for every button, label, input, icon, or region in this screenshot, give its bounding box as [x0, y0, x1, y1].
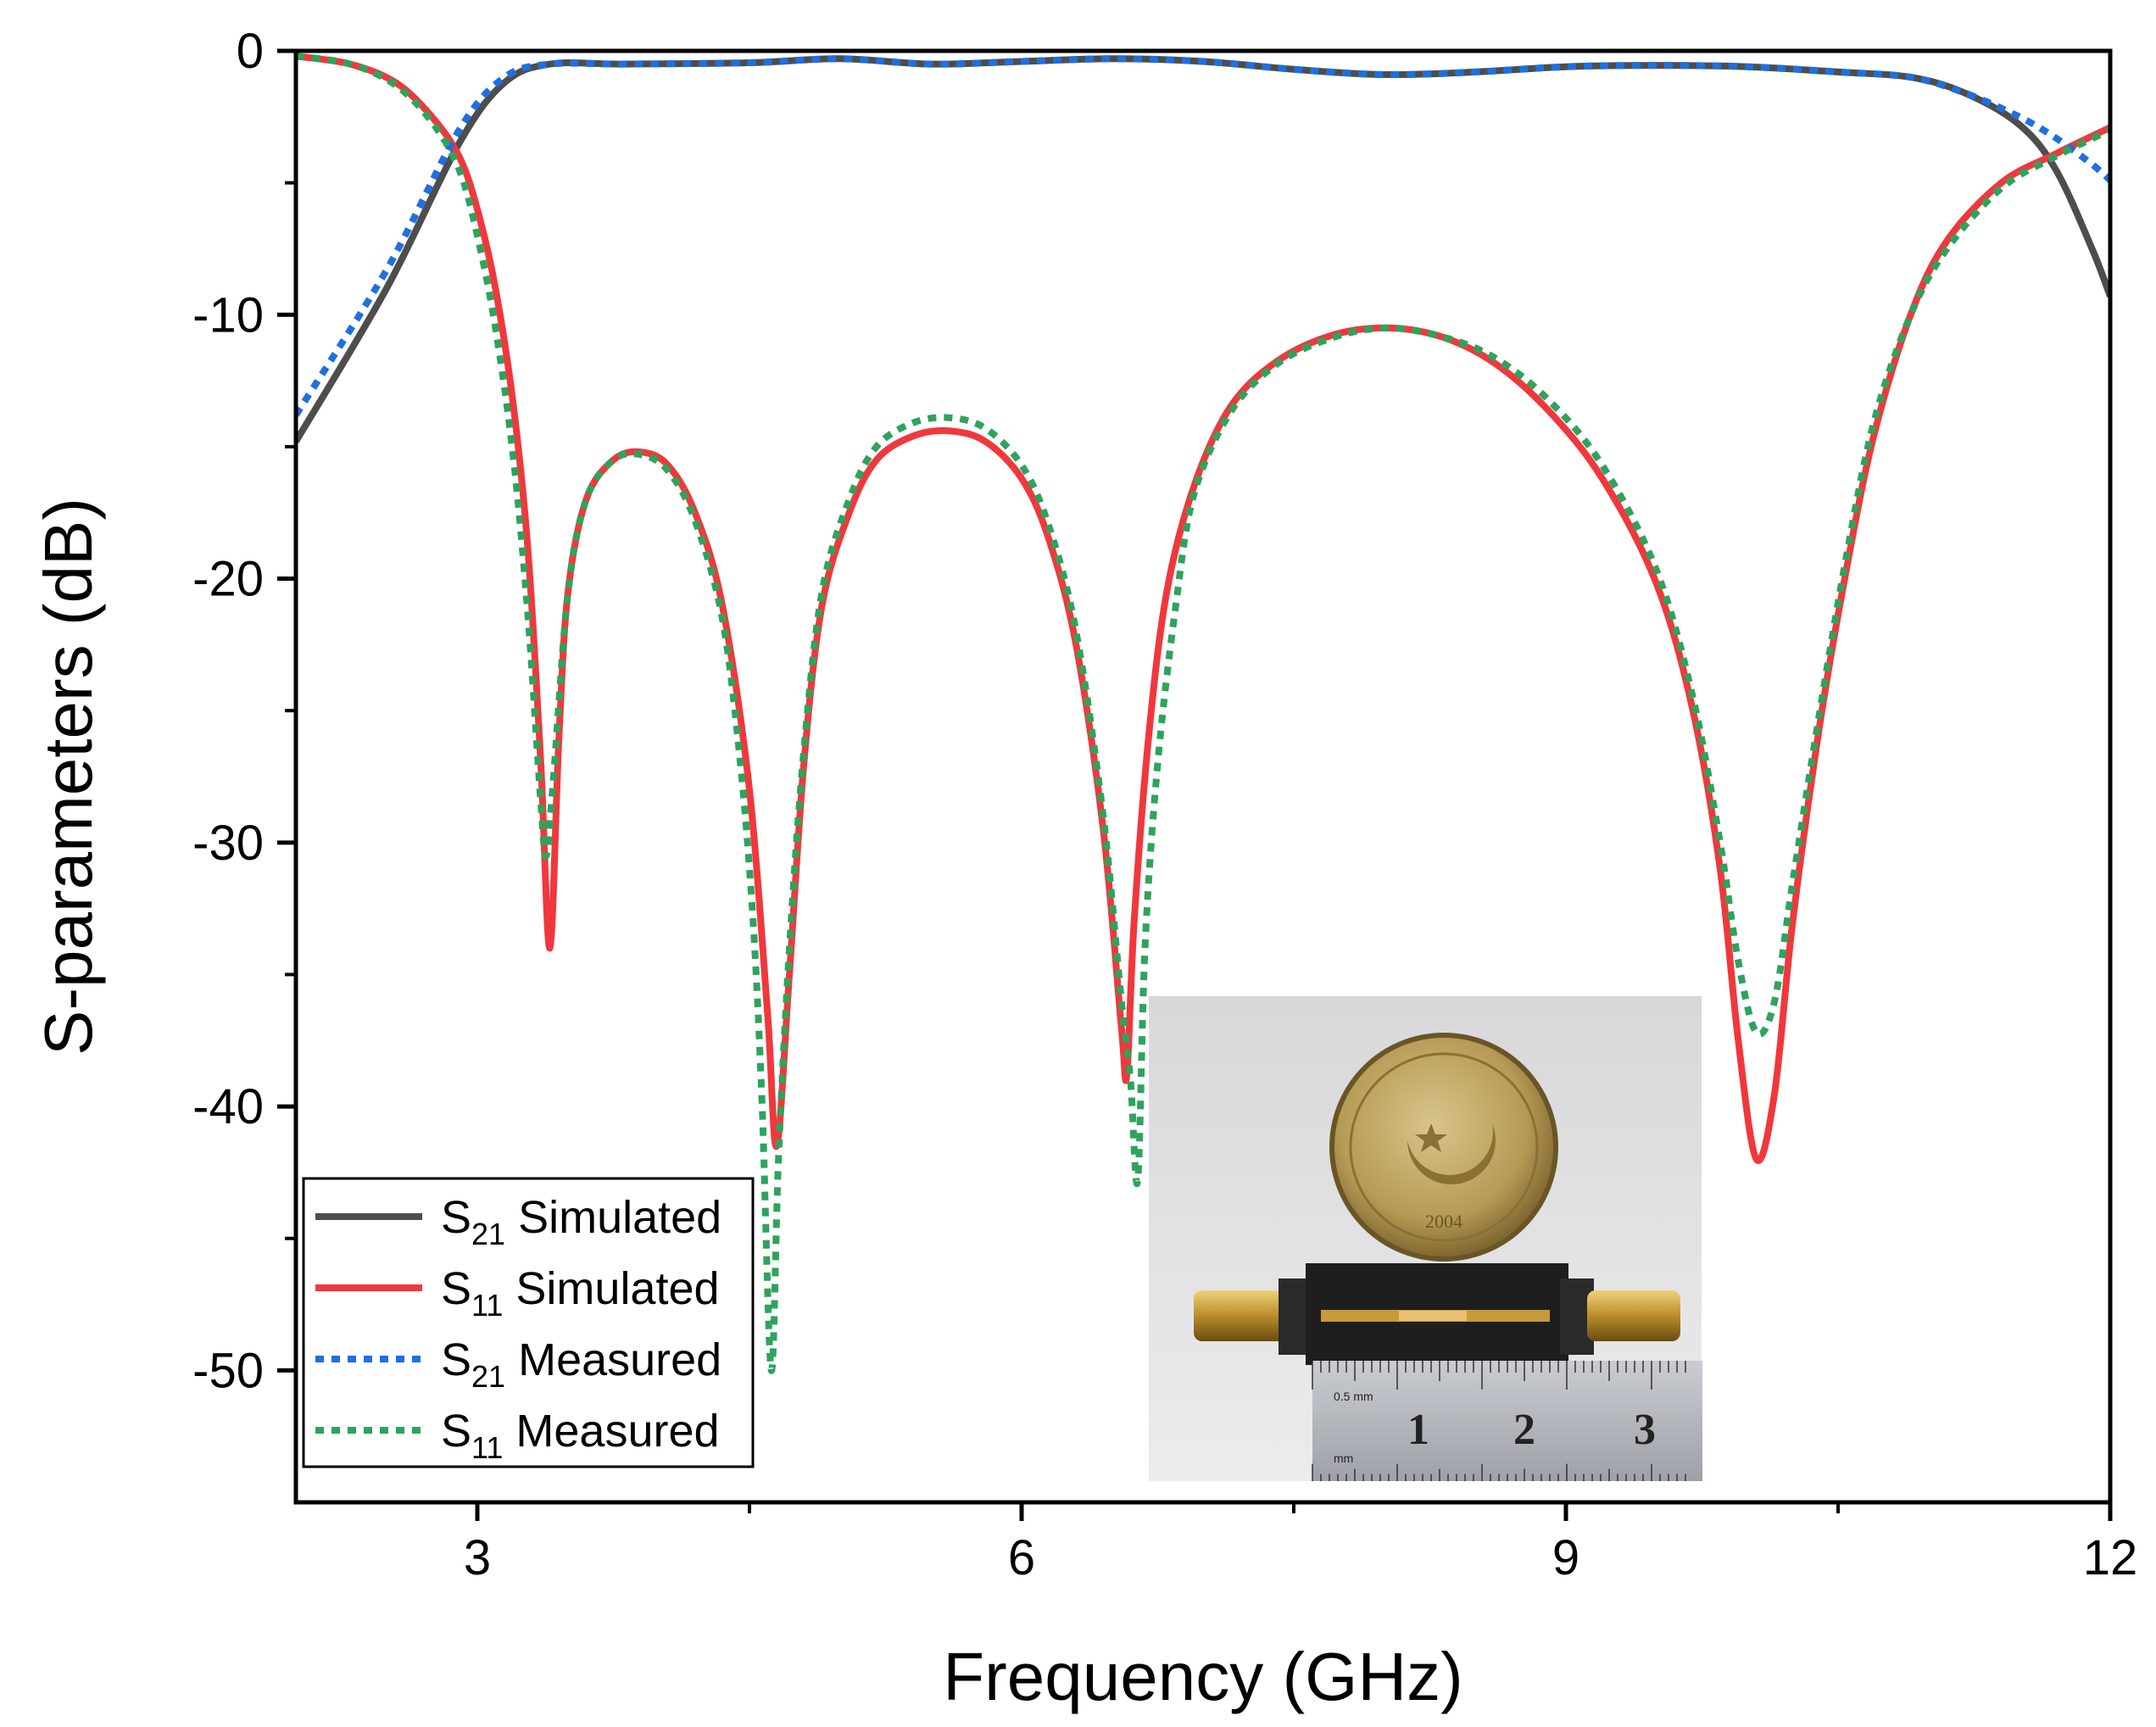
- y-tick-label: -50: [192, 1343, 264, 1398]
- filter-device-image: [1194, 1263, 1680, 1365]
- ruler-image: 0.5 mm mm 1 2 3: [1312, 1361, 1702, 1481]
- ruler-number-1: 1: [1407, 1406, 1429, 1454]
- coin-image: 2004: [1329, 1033, 1558, 1262]
- x-tick-label: 9: [1552, 1530, 1579, 1585]
- ruler-number-2: 2: [1513, 1406, 1535, 1454]
- ruler-number-3: 3: [1634, 1406, 1656, 1454]
- x-tick-label: 6: [1008, 1530, 1035, 1585]
- legend-label: S11 Simulated: [441, 1263, 720, 1323]
- series-line-s21-measured: [296, 55, 2110, 417]
- y-tick-label: -20: [192, 552, 264, 607]
- y-tick-label: -40: [192, 1079, 264, 1134]
- y-tick-label: -30: [192, 816, 264, 871]
- ruler-unit-top: 0.5 mm: [1334, 1390, 1373, 1403]
- x-axis-title: Frequency (GHz): [943, 1639, 1462, 1714]
- ruler-unit-bottom: mm: [1334, 1451, 1353, 1465]
- series-line-s11-simulated: [296, 53, 2110, 1164]
- coin-year-text: 2004: [1425, 1211, 1462, 1232]
- x-tick-label: 12: [2083, 1530, 2138, 1585]
- axis-tick-labels: 3 6 9 120-10-20-30-40-50: [192, 24, 2137, 1585]
- filter-prototype-photo: 2004 0.5 mm mm 1 2 3: [1149, 996, 1702, 1481]
- legend-label: S21 Measured: [441, 1334, 721, 1394]
- y-tick-label: 0: [237, 24, 264, 79]
- plot-frame: [293, 48, 2113, 1505]
- legend-box: [302, 1177, 755, 1468]
- x-tick-label: 3: [464, 1530, 491, 1585]
- series-line-s11-measured: [296, 53, 2110, 1374]
- series-line-s21-simulated: [296, 55, 2110, 443]
- legend: S21 Simulated S11 Simulated S21 Measured S1…: [302, 1177, 755, 1468]
- y-axis-title: S-parameters (dB): [31, 498, 106, 1056]
- legend-label: S11 Measured: [441, 1406, 720, 1465]
- data-series: [296, 53, 2110, 1374]
- legend-label: S21 Simulated: [441, 1192, 721, 1251]
- y-tick-label: -10: [192, 287, 264, 343]
